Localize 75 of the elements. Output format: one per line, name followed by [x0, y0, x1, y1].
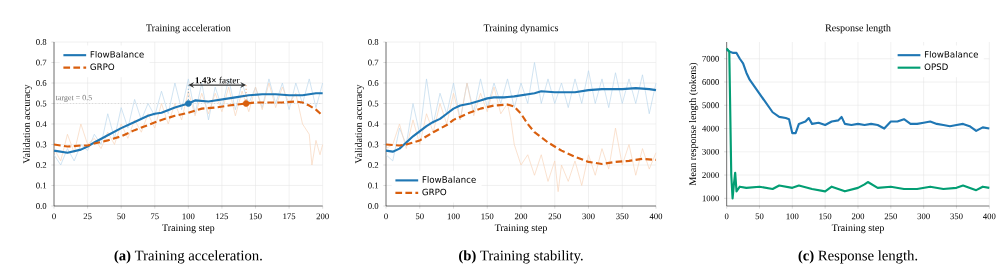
x-tick-label: 75 [151, 213, 159, 219]
x-axis-title: Training step [162, 224, 215, 233]
legend-label: FlowBalance [924, 50, 979, 58]
legend-label: GRPO [90, 63, 115, 70]
x-tick-label: 150 [249, 213, 262, 220]
y-tick-label: 6000 [702, 78, 719, 85]
x-tick-label: 0 [384, 213, 388, 220]
x-tick-label: 300 [917, 213, 930, 220]
legend-label: GRPO [422, 188, 447, 196]
legend-label: FlowBalance [90, 50, 144, 58]
x-tick-label: 175 [283, 213, 296, 220]
chart-title: Response length [825, 24, 891, 34]
x-tick-label: 100 [447, 213, 460, 220]
y-tick-label: 0.6 [368, 79, 379, 86]
y-axis-title: Validation accuracy [354, 84, 364, 164]
x-tick-label: 50 [117, 213, 126, 220]
y-tick-label: 1000 [702, 195, 719, 202]
y-tick-label: 0.5 [36, 100, 47, 107]
y-axis-title: Validation accuracy [22, 84, 32, 164]
legend-label: FlowBalance [422, 175, 476, 183]
x-tick-label: 150 [819, 213, 832, 220]
x-tick-label: 25 [83, 213, 92, 220]
y-tick-label: 0.3 [36, 141, 47, 148]
y-tick-label: 4000 [702, 125, 719, 132]
annotation: 1.43× faster [195, 76, 240, 84]
chart-title: Training acceleration [146, 24, 231, 34]
y-tick-label: 0.6 [36, 79, 47, 86]
text: (c) Response length. [798, 250, 918, 264]
x-tick-label: 100 [786, 213, 799, 220]
x-tick-label: 0 [52, 213, 56, 220]
y-tick-label: 3000 [702, 148, 719, 155]
x-tick-label: 350 [616, 213, 629, 220]
x-tick-label: 0 [724, 213, 729, 220]
y-tick-label: 0.8 [368, 38, 379, 45]
y-tick-label: 0.8 [36, 38, 47, 45]
y-tick-label: 0.5 [368, 100, 379, 107]
y-axis-title: Mean response length (tokens) [689, 62, 699, 186]
chart-title: Training dynamics [483, 24, 559, 34]
y-tick-label: 0.2 [36, 161, 47, 168]
x-axis-title: Training step [494, 224, 547, 233]
y-tick-label: 0.1 [368, 182, 379, 189]
y-tick-label: 0.0 [36, 202, 47, 209]
x-tick-label: 125 [216, 213, 229, 220]
line-series [385, 62, 657, 162]
legend-label: OPSD [924, 63, 948, 70]
x-tick-label: 400 [649, 213, 663, 220]
line-series [384, 103, 658, 165]
y-tick-label: 7000 [702, 55, 719, 62]
y-tick-label: 0.4 [368, 120, 379, 127]
x-tick-label: 200 [851, 213, 865, 220]
line-series [725, 47, 991, 200]
y-tick-label: 2000 [702, 171, 719, 178]
y-tick-label: 0.1 [36, 182, 47, 189]
x-tick-label: 250 [884, 213, 897, 220]
x-tick-label: 50 [415, 213, 424, 220]
x-tick-label: 100 [182, 213, 195, 220]
y-tick-label: 0.7 [368, 59, 379, 66]
x-tick-label: 250 [548, 213, 561, 220]
y-tick-label: 5000 [702, 102, 719, 109]
y-tick-label: 0.2 [368, 161, 379, 168]
x-tick-label: 350 [950, 213, 963, 220]
x-tick-label: 200 [514, 213, 528, 220]
y-tick-label: 0.7 [36, 59, 47, 66]
y-tick-label: 0.0 [368, 202, 379, 209]
text: (b) Training stability. [459, 250, 583, 264]
x-axis-title: Training step [831, 224, 884, 233]
y-tick-label: 0.4 [36, 120, 47, 127]
y-tick-label: 0.3 [368, 141, 379, 148]
x-tick-label: 200 [316, 213, 329, 220]
x-tick-label: 150 [481, 213, 494, 220]
x-tick-label: 400 [982, 213, 996, 220]
text: (a) Training acceleration. [114, 250, 262, 264]
x-tick-label: 50 [755, 213, 764, 220]
ref-line-label: target = 0.5 [55, 94, 92, 102]
x-tick-label: 300 [582, 213, 595, 220]
